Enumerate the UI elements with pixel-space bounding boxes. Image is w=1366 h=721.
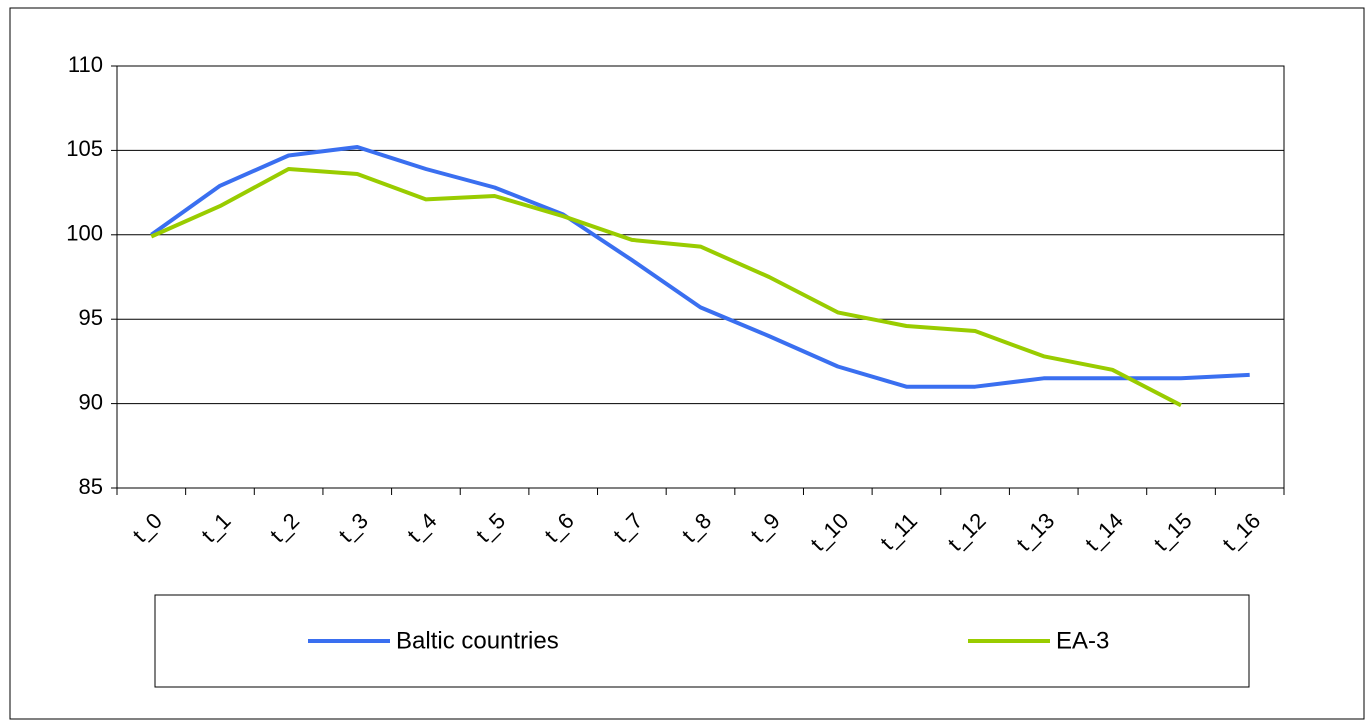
- y-tick-label: 85: [79, 474, 103, 499]
- y-tick-label: 95: [79, 305, 103, 330]
- y-tick-label: 100: [66, 221, 103, 246]
- legend-label: EA-3: [1056, 627, 1109, 654]
- legend-label: Baltic countries: [396, 627, 559, 654]
- y-tick-label: 90: [79, 389, 103, 414]
- legend-box: [154, 594, 1250, 688]
- y-tick-label: 110: [68, 52, 103, 77]
- chart-frame: [9, 7, 1365, 720]
- series-line: [150, 167, 1182, 408]
- y-tick-label: 105: [66, 136, 103, 161]
- series-line: [150, 145, 1250, 389]
